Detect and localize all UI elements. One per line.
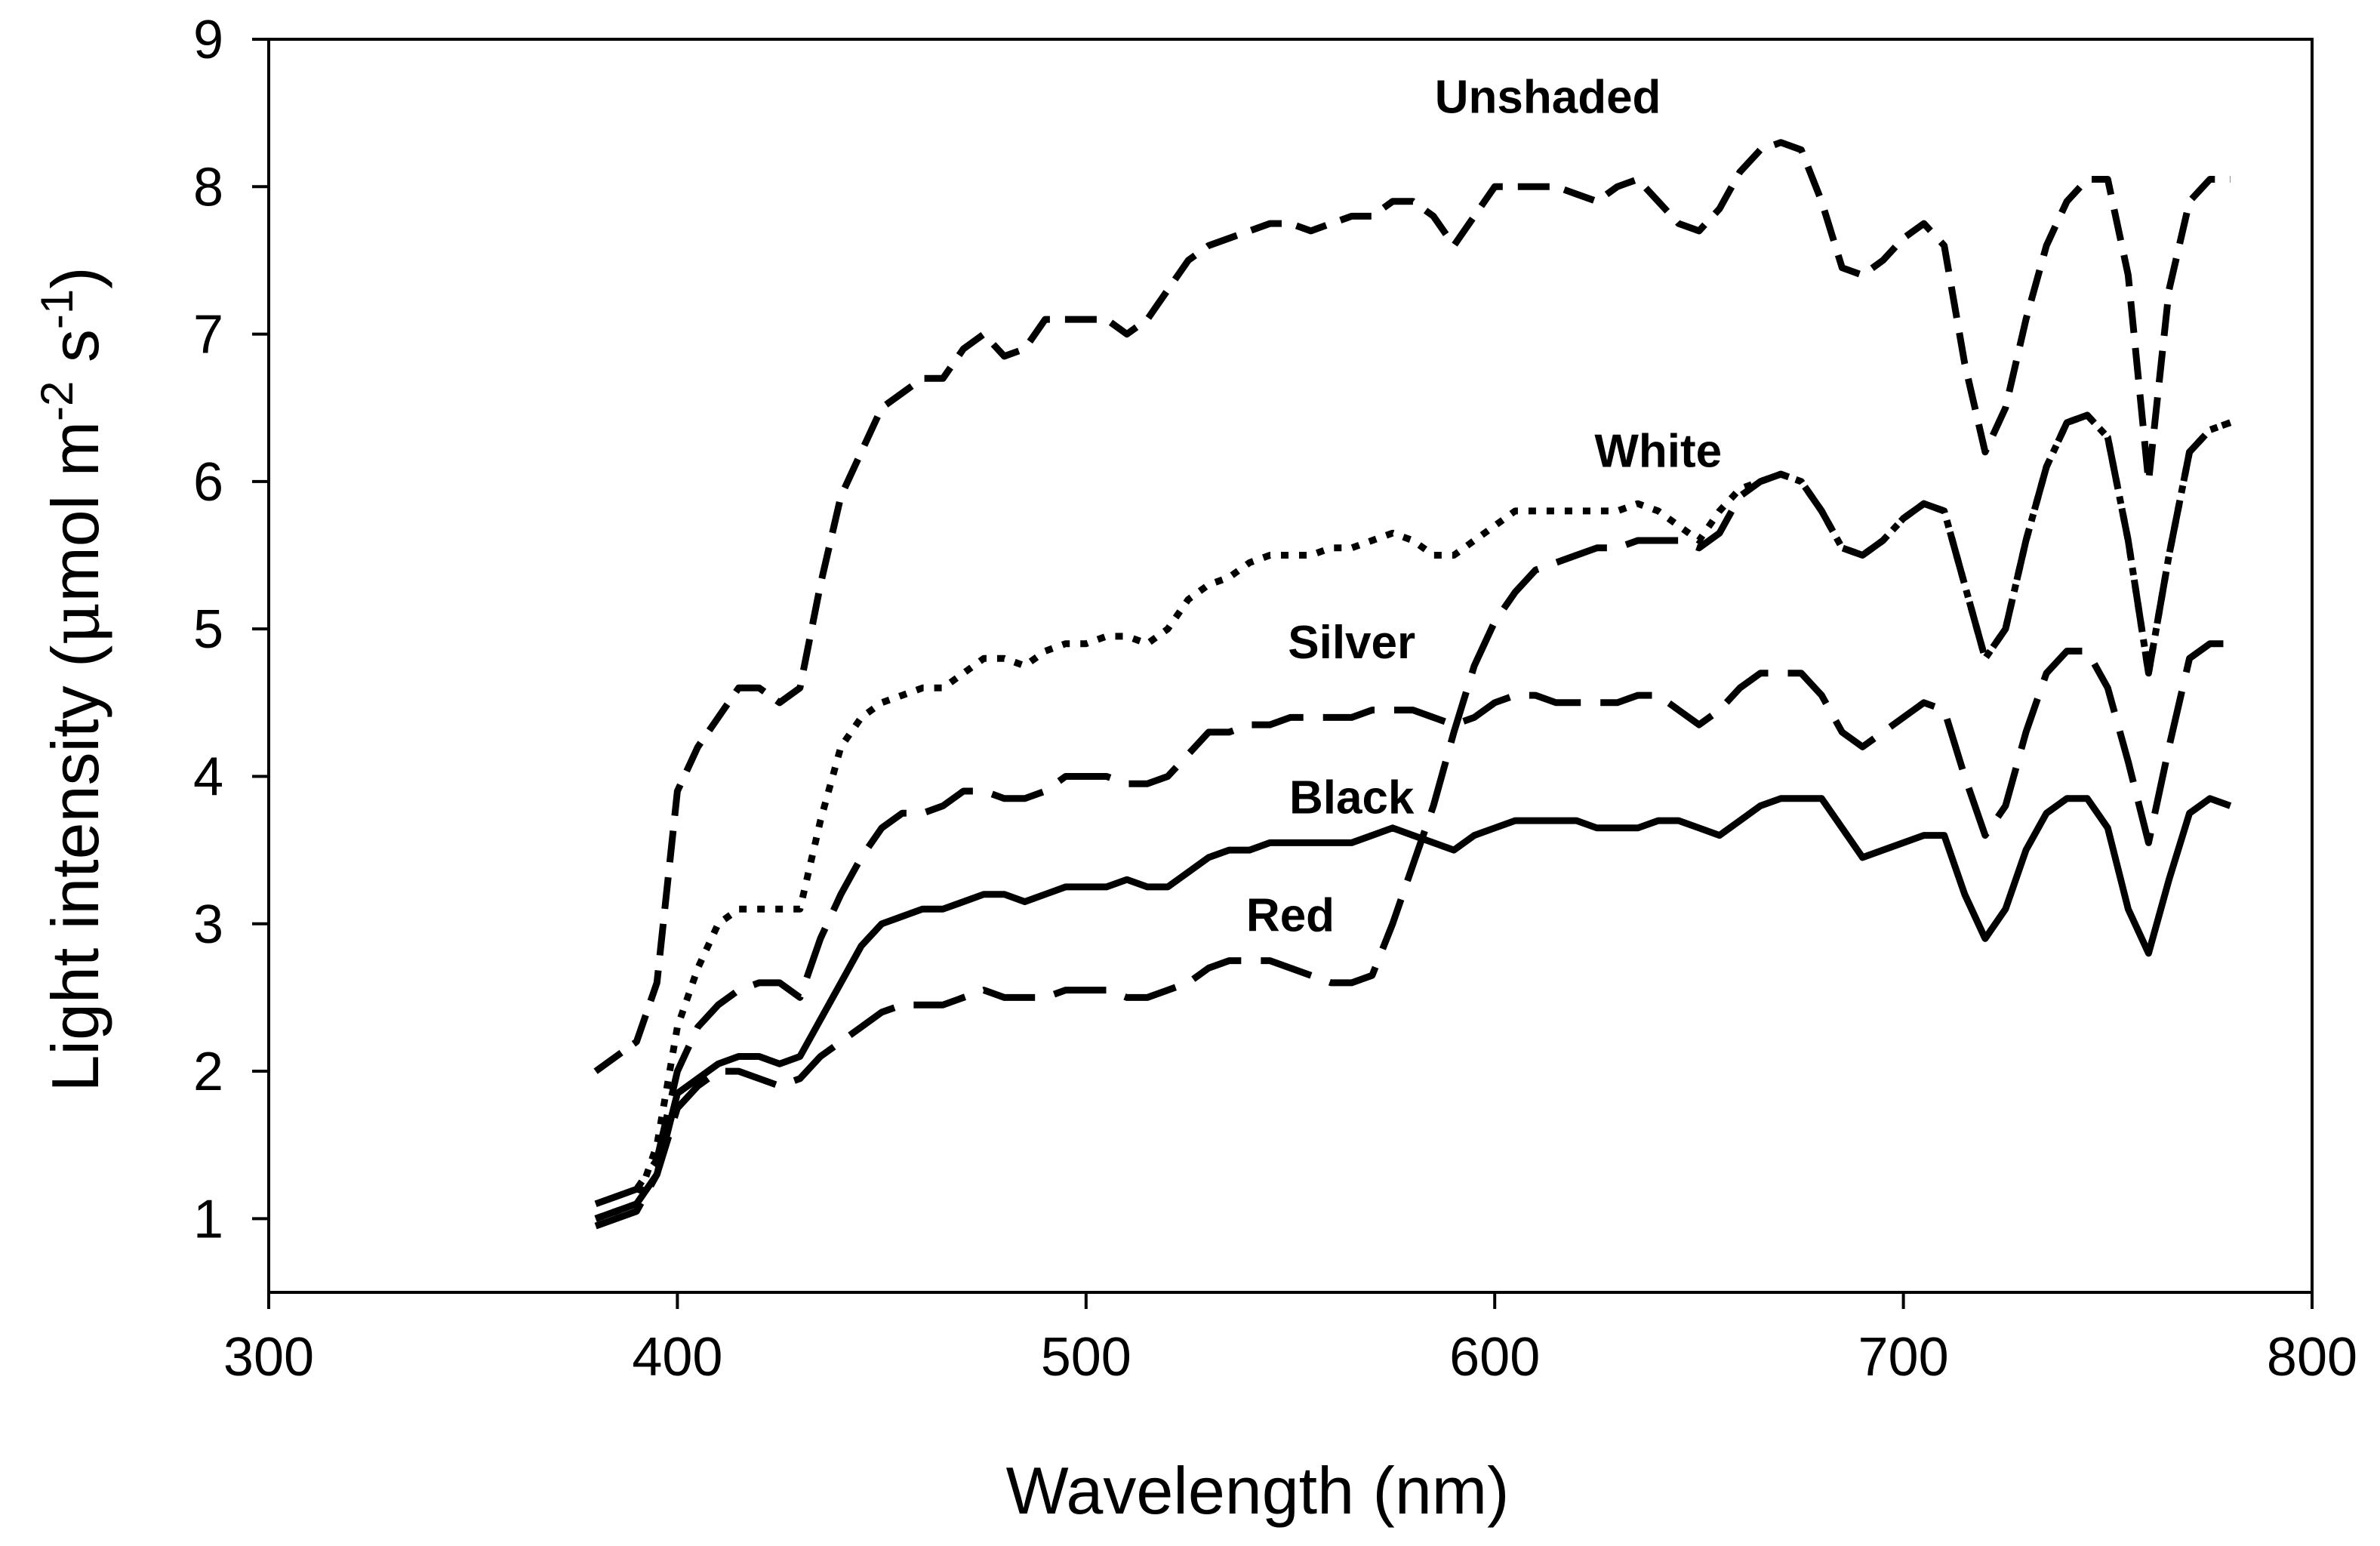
x-tick-label: 400 (632, 1327, 722, 1387)
x-tick-label: 300 (223, 1327, 314, 1387)
series-line-black (594, 795, 2232, 1222)
y-tick-label: 5 (193, 599, 223, 660)
y-tick-label: 4 (193, 747, 223, 807)
series-label-red: Red (1246, 890, 1335, 942)
y-axis-title-close: ) (38, 266, 112, 288)
y-axis-title-s: s (38, 329, 112, 380)
y-axis-title-exp2: -1 (32, 289, 82, 329)
y-tick-label: 1 (193, 1189, 223, 1249)
series-labels: Unshaded White Silver Black Red (1246, 72, 1722, 942)
y-tick-label: 9 (193, 10, 223, 70)
y-tick-label: 7 (193, 305, 223, 365)
y-axis-title-mu: μ (36, 602, 114, 645)
series-lines (593, 139, 2232, 1230)
plot-border (267, 38, 2314, 1294)
y-tick-label: 2 (193, 1042, 223, 1102)
series-line-unshaded (593, 139, 2231, 1074)
y-tick-label: 6 (193, 452, 223, 513)
x-axis-title: Wavelength (nm) (1006, 1453, 1510, 1528)
y-axis-title-main: Light intensity ( (38, 645, 112, 1092)
y-axis-title-exp1: -2 (32, 381, 82, 421)
y-tick-label: 8 (193, 157, 223, 217)
series-line-red (594, 411, 2232, 1230)
y-tick-label: 3 (193, 895, 223, 955)
series-label-silver: Silver (1288, 617, 1415, 669)
series-label-unshaded: Unshaded (1435, 72, 1661, 124)
series-label-white: White (1594, 425, 1722, 477)
x-tick-label: 700 (1858, 1327, 1949, 1387)
series-label-black: Black (1289, 771, 1415, 824)
x-tick-label: 600 (1449, 1327, 1540, 1387)
series-line-silver (594, 640, 2231, 1208)
x-axis: 300 400 500 600 700 800 (223, 1292, 2357, 1387)
y-axis-title: Light intensity (μmol m-2 s-1) (32, 266, 114, 1092)
y-axis: 1 2 3 4 5 6 7 8 9 (193, 10, 269, 1249)
plot-frame (267, 38, 2314, 1294)
x-tick-label: 500 (1041, 1327, 1132, 1387)
y-axis-title-mol: mol m (38, 421, 112, 602)
x-tick-label: 800 (2267, 1327, 2357, 1387)
